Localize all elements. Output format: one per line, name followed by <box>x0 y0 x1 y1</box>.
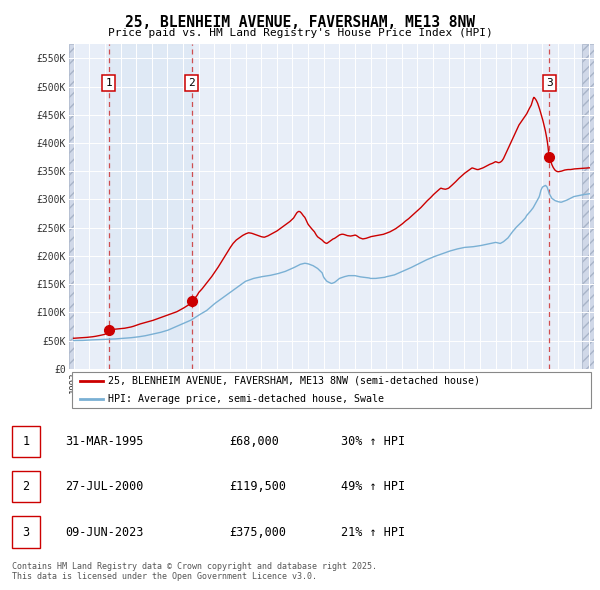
Text: 21% ↑ HPI: 21% ↑ HPI <box>341 526 405 539</box>
Text: 25, BLENHEIM AVENUE, FAVERSHAM, ME13 8NW (semi-detached house): 25, BLENHEIM AVENUE, FAVERSHAM, ME13 8NW… <box>109 376 481 386</box>
Bar <box>581 44 594 369</box>
Text: 27-JUL-2000: 27-JUL-2000 <box>65 480 143 493</box>
Text: Price paid vs. HM Land Registry's House Price Index (HPI): Price paid vs. HM Land Registry's House … <box>107 28 493 38</box>
Text: HPI: Average price, semi-detached house, Swale: HPI: Average price, semi-detached house,… <box>109 394 385 404</box>
Text: £68,000: £68,000 <box>229 435 280 448</box>
Text: 1: 1 <box>106 78 112 88</box>
Text: 30% ↑ HPI: 30% ↑ HPI <box>341 435 405 448</box>
Text: Contains HM Land Registry data © Crown copyright and database right 2025.: Contains HM Land Registry data © Crown c… <box>12 562 377 571</box>
Text: 49% ↑ HPI: 49% ↑ HPI <box>341 480 405 493</box>
Text: 25, BLENHEIM AVENUE, FAVERSHAM, ME13 8NW: 25, BLENHEIM AVENUE, FAVERSHAM, ME13 8NW <box>125 15 475 30</box>
Text: 3: 3 <box>22 526 29 539</box>
FancyBboxPatch shape <box>71 372 592 408</box>
Text: This data is licensed under the Open Government Licence v3.0.: This data is licensed under the Open Gov… <box>12 572 317 581</box>
Text: 31-MAR-1995: 31-MAR-1995 <box>65 435 143 448</box>
Text: 09-JUN-2023: 09-JUN-2023 <box>65 526 143 539</box>
Bar <box>109 44 192 369</box>
FancyBboxPatch shape <box>12 471 40 502</box>
Text: 2: 2 <box>22 480 29 493</box>
Bar <box>69 44 74 369</box>
Text: 3: 3 <box>546 78 553 88</box>
FancyBboxPatch shape <box>12 426 40 457</box>
FancyBboxPatch shape <box>12 516 40 548</box>
Text: 1: 1 <box>22 435 29 448</box>
Text: £119,500: £119,500 <box>229 480 286 493</box>
Text: £375,000: £375,000 <box>229 526 286 539</box>
Text: 2: 2 <box>188 78 196 88</box>
